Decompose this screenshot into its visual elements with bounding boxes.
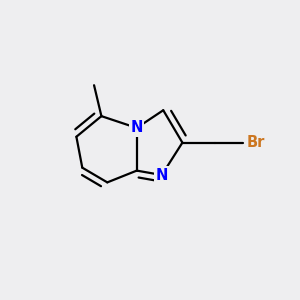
Text: N: N (156, 167, 168, 182)
Text: N: N (130, 120, 143, 135)
Text: Br: Br (246, 135, 265, 150)
